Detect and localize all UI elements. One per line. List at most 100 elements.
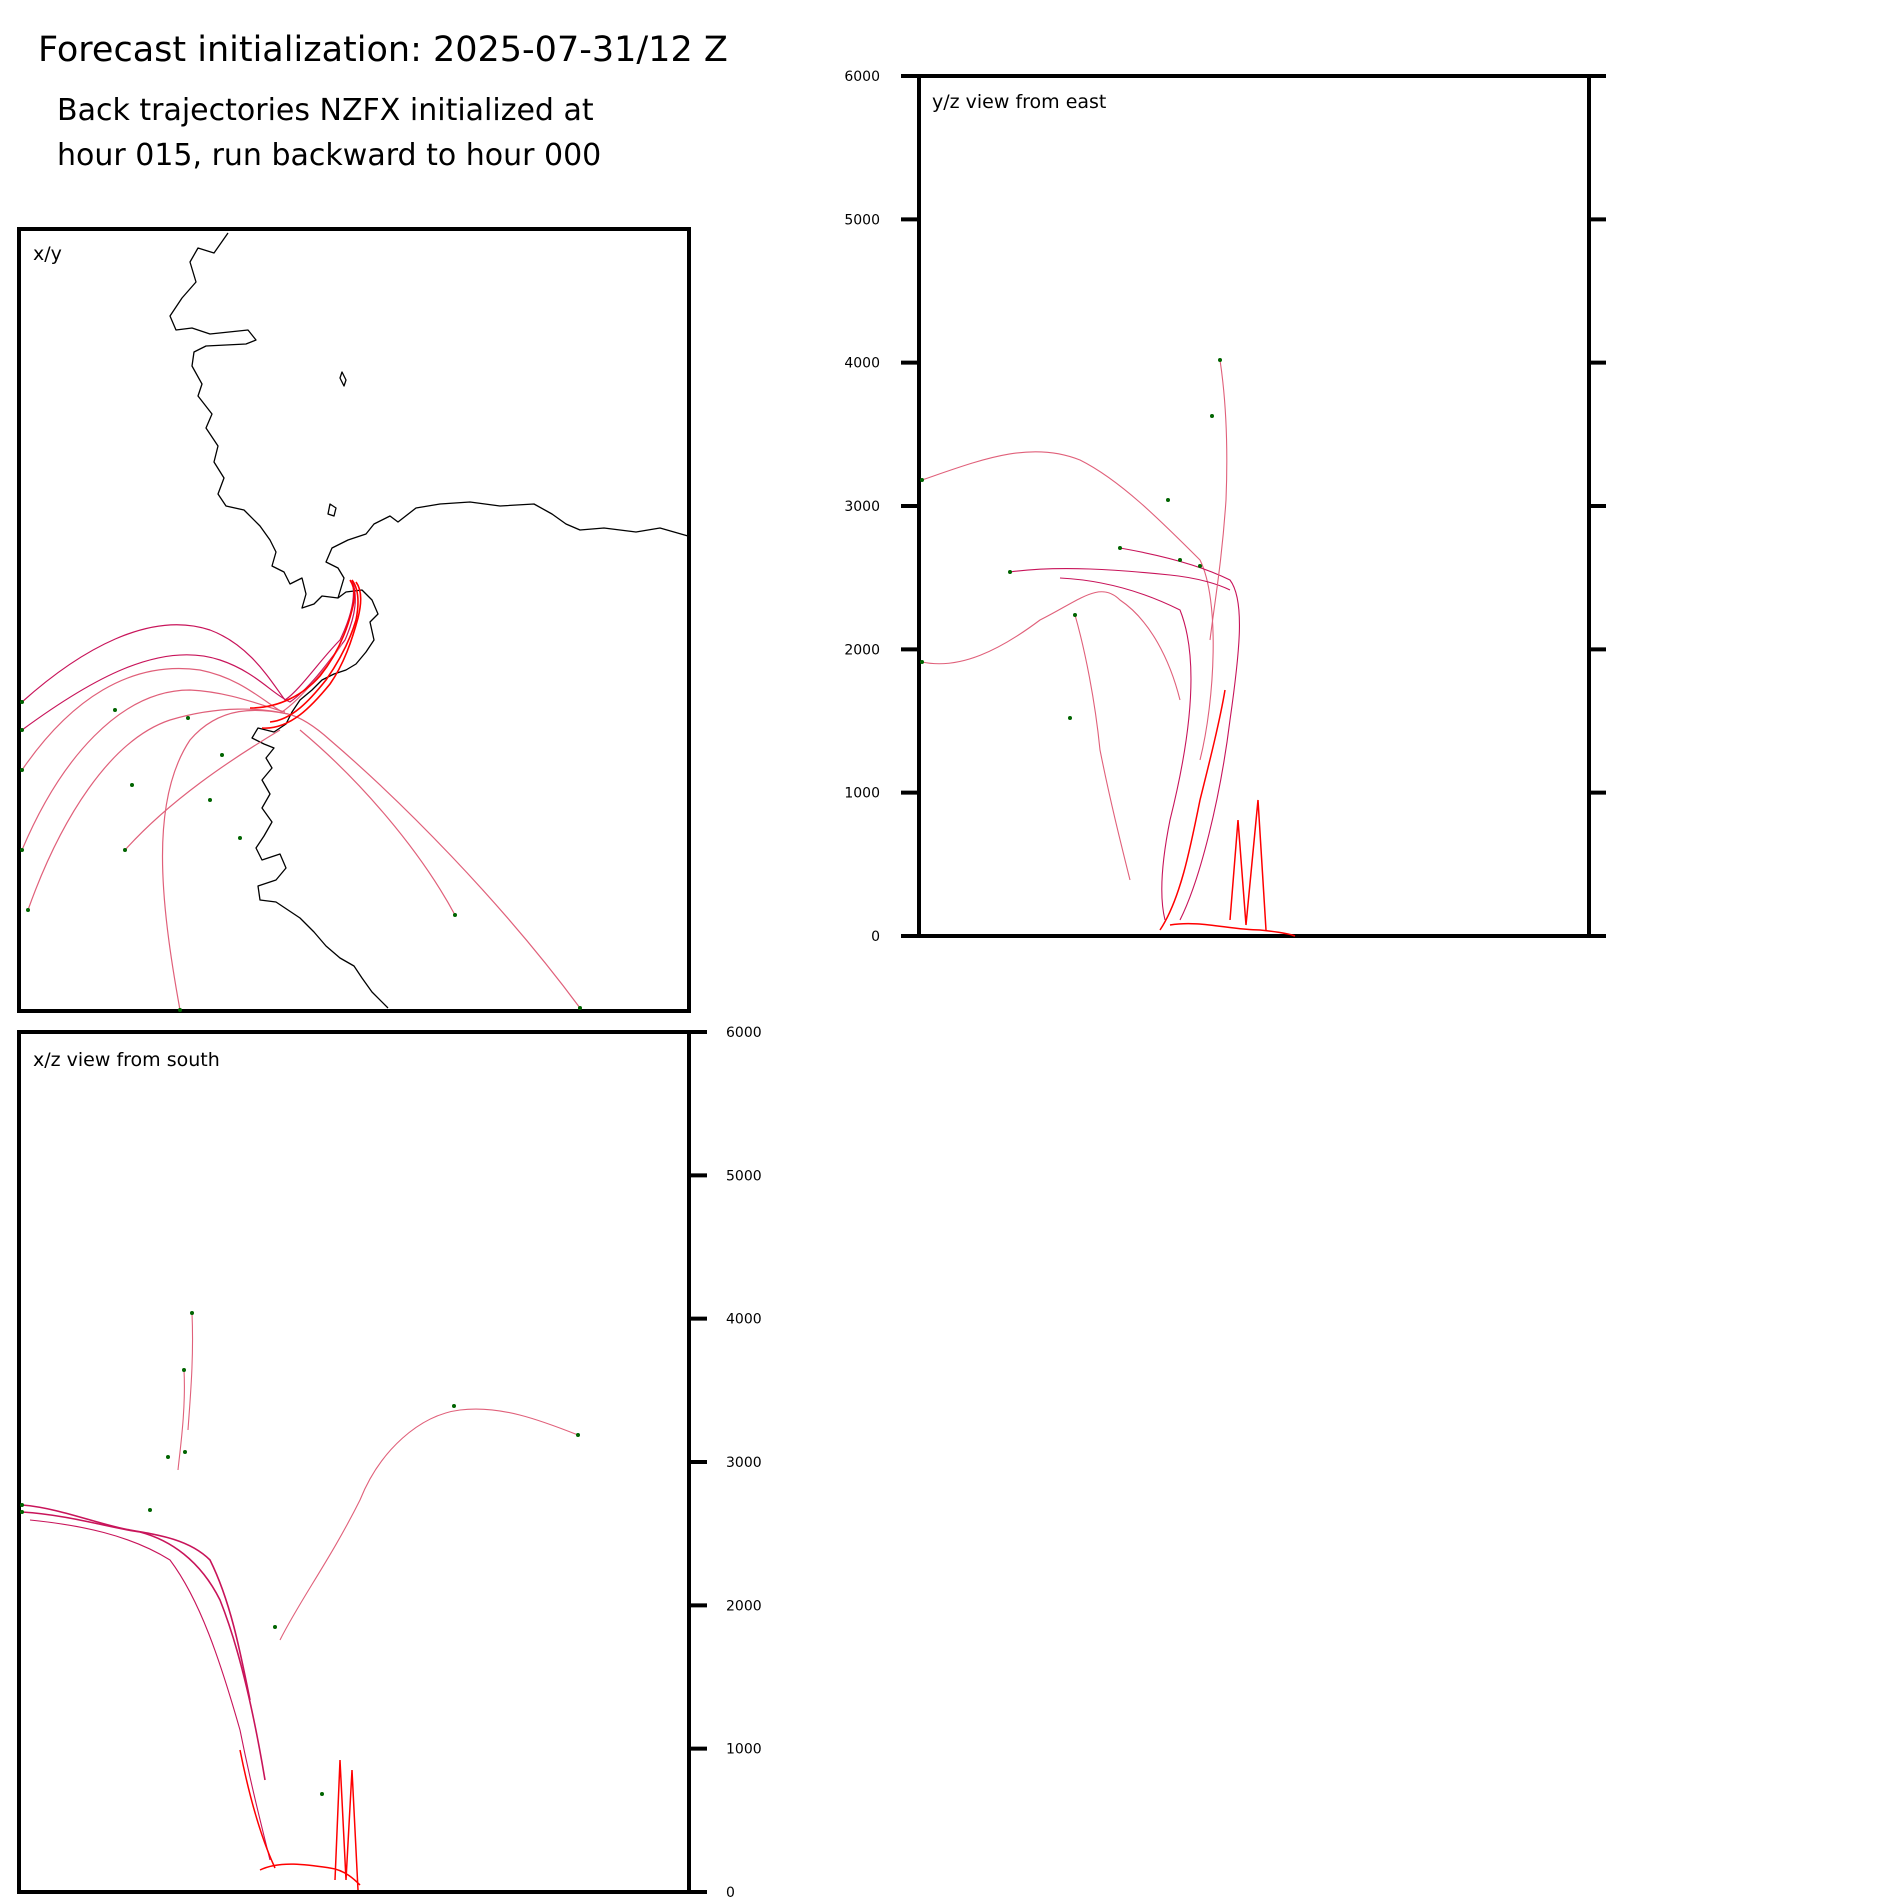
trajectory	[261, 581, 362, 729]
trajectory	[1229, 799, 1267, 931]
panel-xz-frame	[17, 1030, 691, 1894]
endpoint-marker	[273, 1625, 277, 1629]
trajectories-xz	[21, 1312, 579, 1891]
ytick-label: 0	[726, 1885, 735, 1900]
ytick-label: 5000	[726, 1168, 762, 1184]
trajectory	[21, 643, 343, 771]
xz-yaxis-ticks: 0 1000 2000 3000 4000 5000 6000	[689, 1025, 762, 1900]
endpoint-marker	[576, 1433, 580, 1437]
endpoint-marker	[113, 708, 117, 712]
ytick-label: 1000	[844, 786, 880, 802]
coastline	[169, 232, 689, 1009]
trajectory	[269, 579, 359, 723]
trajectory	[21, 1504, 251, 1701]
trajectory	[1169, 922, 1296, 937]
endpoint-marker	[1166, 498, 1170, 502]
ytick-label: 2000	[726, 1598, 762, 1614]
endpoint-marker	[220, 753, 224, 757]
subtitle-line-2: hour 015, run backward to hour 000	[57, 138, 602, 173]
endpoints-xy	[20, 700, 582, 1012]
trajectories-yz	[921, 359, 1296, 937]
endpoint-marker	[190, 1311, 194, 1315]
endpoint-marker	[1118, 546, 1122, 550]
trajectory	[334, 1759, 359, 1891]
ytick-label: 1000	[726, 1742, 762, 1758]
trajectory	[21, 689, 286, 851]
endpoints-yz	[920, 358, 1222, 720]
endpoint-marker	[1210, 414, 1214, 418]
figure-title: Forecast initialization: 2025-07-31/12 Z	[38, 30, 728, 70]
endpoint-marker	[452, 1404, 456, 1408]
panel-xy-frame	[17, 227, 691, 1013]
endpoint-marker	[238, 836, 242, 840]
endpoint-marker	[1198, 564, 1202, 568]
trajectory	[1159, 689, 1226, 931]
endpoint-marker	[26, 908, 30, 912]
endpoint-marker	[183, 1450, 187, 1454]
trajectory	[1009, 568, 1231, 591]
trajectory	[124, 729, 281, 851]
ytick-label: 4000	[844, 356, 880, 372]
panel-xz: x/z view from south 0 1000 2000 3000 4000 500…	[17, 1025, 762, 1900]
trajectory	[1074, 614, 1131, 881]
panel-yz-frame	[917, 74, 1591, 938]
ytick-label: 6000	[726, 1025, 762, 1041]
yz-yaxis-ticks: 0 1000 2000 3000 4000 5000 6000	[844, 69, 1606, 945]
trajectory	[921, 591, 1181, 701]
ytick-label: 4000	[726, 1312, 762, 1328]
endpoint-marker	[123, 848, 127, 852]
endpoint-marker	[182, 1368, 186, 1372]
endpoint-marker	[20, 1510, 24, 1514]
panel-xy: x/y	[17, 227, 691, 1013]
trajectory	[1119, 547, 1241, 921]
endpoint-marker	[920, 660, 924, 664]
trajectory	[21, 579, 355, 703]
endpoint-marker	[178, 1008, 182, 1012]
endpoint-marker	[130, 783, 134, 787]
ytick-label: 5000	[844, 212, 880, 228]
trajectory	[287, 713, 581, 1009]
ytick-label: 3000	[726, 1455, 762, 1471]
endpoint-marker	[20, 728, 24, 732]
endpoints-xz	[20, 1311, 580, 1796]
panel-yz: y/z view from east 0 1000 2000 3000 4000 5000…	[844, 69, 1606, 945]
panel-yz-label: y/z view from east	[932, 91, 1106, 113]
trajectory	[299, 729, 456, 916]
panel-xz-label: x/z view from south	[33, 1049, 220, 1071]
trajectory	[21, 579, 356, 731]
ytick-label: 3000	[844, 499, 880, 515]
trajectory	[161, 709, 289, 1011]
panel-xy-label: x/y	[33, 243, 62, 265]
trajectory	[21, 1511, 266, 1781]
trajectory	[1059, 577, 1192, 921]
trajectory	[279, 1408, 579, 1641]
subtitle-line-1: Back trajectories NZFX initialized at	[57, 93, 594, 128]
endpoint-marker	[20, 848, 24, 852]
endpoint-marker	[1008, 570, 1012, 574]
endpoint-marker	[148, 1508, 152, 1512]
endpoint-marker	[20, 700, 24, 704]
trajectory	[239, 1749, 276, 1869]
trajectory	[1209, 359, 1228, 641]
trajectory	[259, 1863, 361, 1886]
trajectories-xy	[21, 579, 581, 1011]
endpoint-marker	[920, 478, 924, 482]
endpoint-marker	[578, 1006, 582, 1010]
trajectory	[177, 1369, 185, 1471]
trajectory	[249, 579, 355, 709]
endpoint-marker	[20, 1503, 24, 1507]
endpoint-marker	[1218, 358, 1222, 362]
ytick-label: 0	[871, 929, 880, 945]
figure-subtitle: Back trajectories NZFX initialized at ho…	[57, 88, 601, 178]
trajectory	[187, 1312, 194, 1431]
endpoint-marker	[320, 1792, 324, 1796]
endpoint-marker	[453, 913, 457, 917]
endpoint-marker	[1178, 558, 1182, 562]
endpoint-marker	[1073, 613, 1077, 617]
trajectory	[27, 708, 289, 911]
trajectory	[29, 1519, 271, 1861]
endpoint-marker	[166, 1455, 170, 1459]
ytick-label: 2000	[844, 642, 880, 658]
endpoint-marker	[208, 798, 212, 802]
